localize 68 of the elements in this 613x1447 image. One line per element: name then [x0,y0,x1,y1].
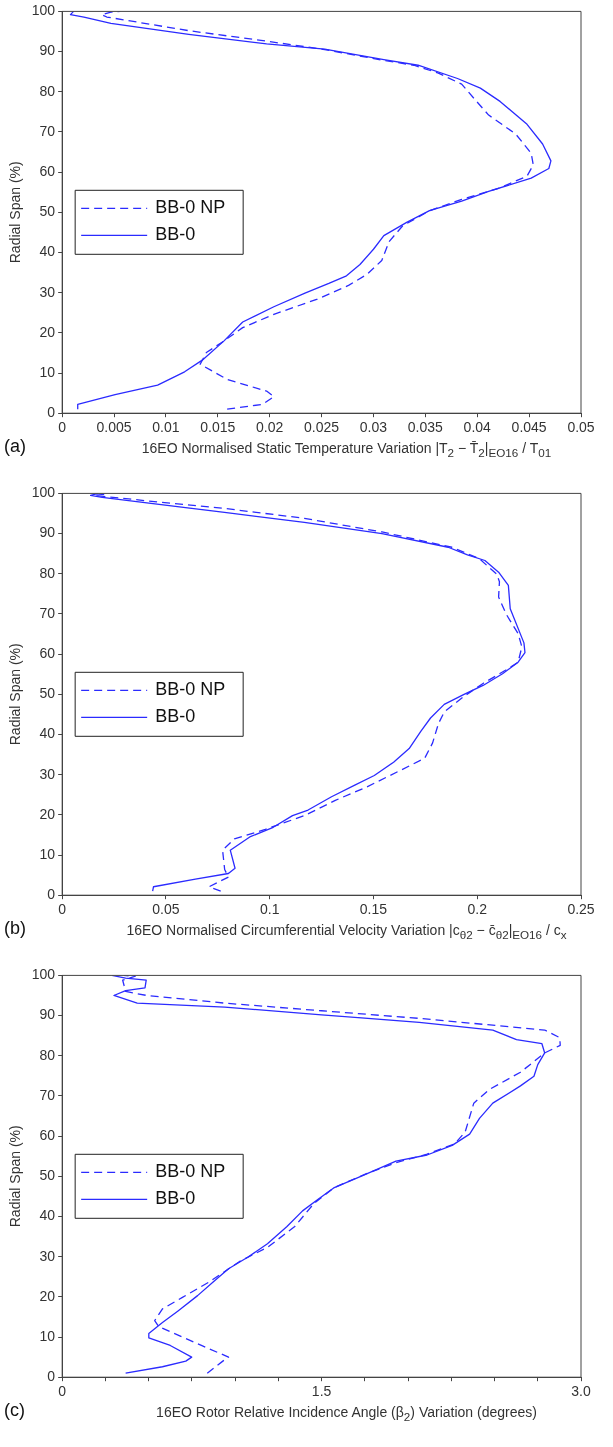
x-tick-label: 0.015 [200,419,236,436]
y-tick-label: 90 [39,524,56,541]
y-tick-label: 30 [39,283,56,300]
text: (b) [4,918,26,939]
y-tick-label: 40 [39,725,56,742]
x-tick-label: 0.025 [304,419,340,436]
y-axis-title: Radial Span (%) [7,161,24,264]
legend-label: BB-0 [155,224,196,245]
x-tick-label: 0.02 [256,419,284,436]
y-tick-label: 30 [39,765,56,782]
legend-label: BB-0 NP [155,679,226,700]
y-tick-label: 80 [39,564,56,581]
y-tick-label: 100 [31,966,56,983]
y-tick-label: 0 [47,404,56,421]
x-axis-title: 16EO Normalised Circumferential Velocity Variation |c$_{θ2}$ − c̄$_{θ2}$|$_{EO16}$ / c$_{x}$ [125,922,568,941]
y-tick-label: 90 [39,1006,56,1023]
y-tick-label: 0 [47,1368,56,1385]
x-tick-label: 0 [58,901,67,918]
y-tick-label: 70 [39,122,56,139]
y-axis-title: Radial Span (%) [7,643,24,746]
x-tick-label: 0.15 [359,901,388,918]
x-tick-label: 0 [58,419,67,436]
y-tick-label: 100 [31,2,56,19]
x-tick-label: 0.05 [152,901,180,918]
x-tick-label: 0.045 [511,419,547,436]
y-tick-label: 30 [39,1247,56,1264]
y-tick-label: 40 [39,1207,56,1224]
y-tick-label: 90 [39,42,56,59]
x-tick-label: 0.05 [567,419,595,436]
x-tick-label: 0.005 [96,419,132,436]
x-tick-label: 0.01 [152,419,180,436]
x-tick-label: 0.2 [467,901,488,918]
y-tick-label: 60 [39,1126,56,1143]
legend-label: BB-0 NP [155,1161,226,1182]
y-axis-title: Radial Span (%) [7,1125,24,1228]
x-axis-title: 16EO Rotor Relative Incidence Angle (β$_{2}$) Variation (degrees) [155,1404,538,1423]
y-tick-label: 20 [39,1287,56,1304]
y-tick-label: 80 [39,1046,56,1063]
text: (c) [4,1400,25,1421]
y-tick-label: 80 [39,82,56,99]
y-tick-label: 50 [39,685,56,702]
x-tick-label: 0.1 [259,901,280,918]
y-tick-label: 70 [39,604,56,621]
x-tick-label: 0.03 [359,419,388,436]
y-tick-label: 0 [47,886,56,903]
y-tick-label: 60 [39,162,56,179]
y-tick-label: 10 [39,363,56,380]
x-tick-label: 0.035 [407,419,444,436]
legend-label: BB-0 [155,706,196,727]
legend-label: BB-0 NP [155,197,226,218]
legend-label: BB-0 [155,1188,196,1209]
x-tick-label: 3.0 [571,1383,591,1400]
text: (a) [4,436,26,457]
y-tick-label: 60 [39,644,56,661]
y-tick-label: 10 [39,845,56,862]
x-tick-label: 1.5 [311,1383,332,1400]
x-tick-label: 0.04 [463,419,492,436]
y-tick-label: 50 [39,203,56,220]
y-tick-label: 50 [39,1167,56,1184]
y-tick-label: 40 [39,243,56,260]
y-tick-label: 20 [39,323,56,340]
x-axis-title: 16EO Normalised Static Temperature Variation |T$_{2}$ − T̄$_{2}$|$_{EO16}$ / T$_{01}$ [140,440,553,459]
y-tick-label: 20 [39,805,56,822]
x-tick-label: 0.25 [567,901,595,918]
y-tick-label: 10 [39,1327,56,1344]
y-tick-label: 100 [31,484,56,501]
y-tick-label: 70 [39,1086,56,1103]
x-tick-label: 0 [58,1383,67,1400]
